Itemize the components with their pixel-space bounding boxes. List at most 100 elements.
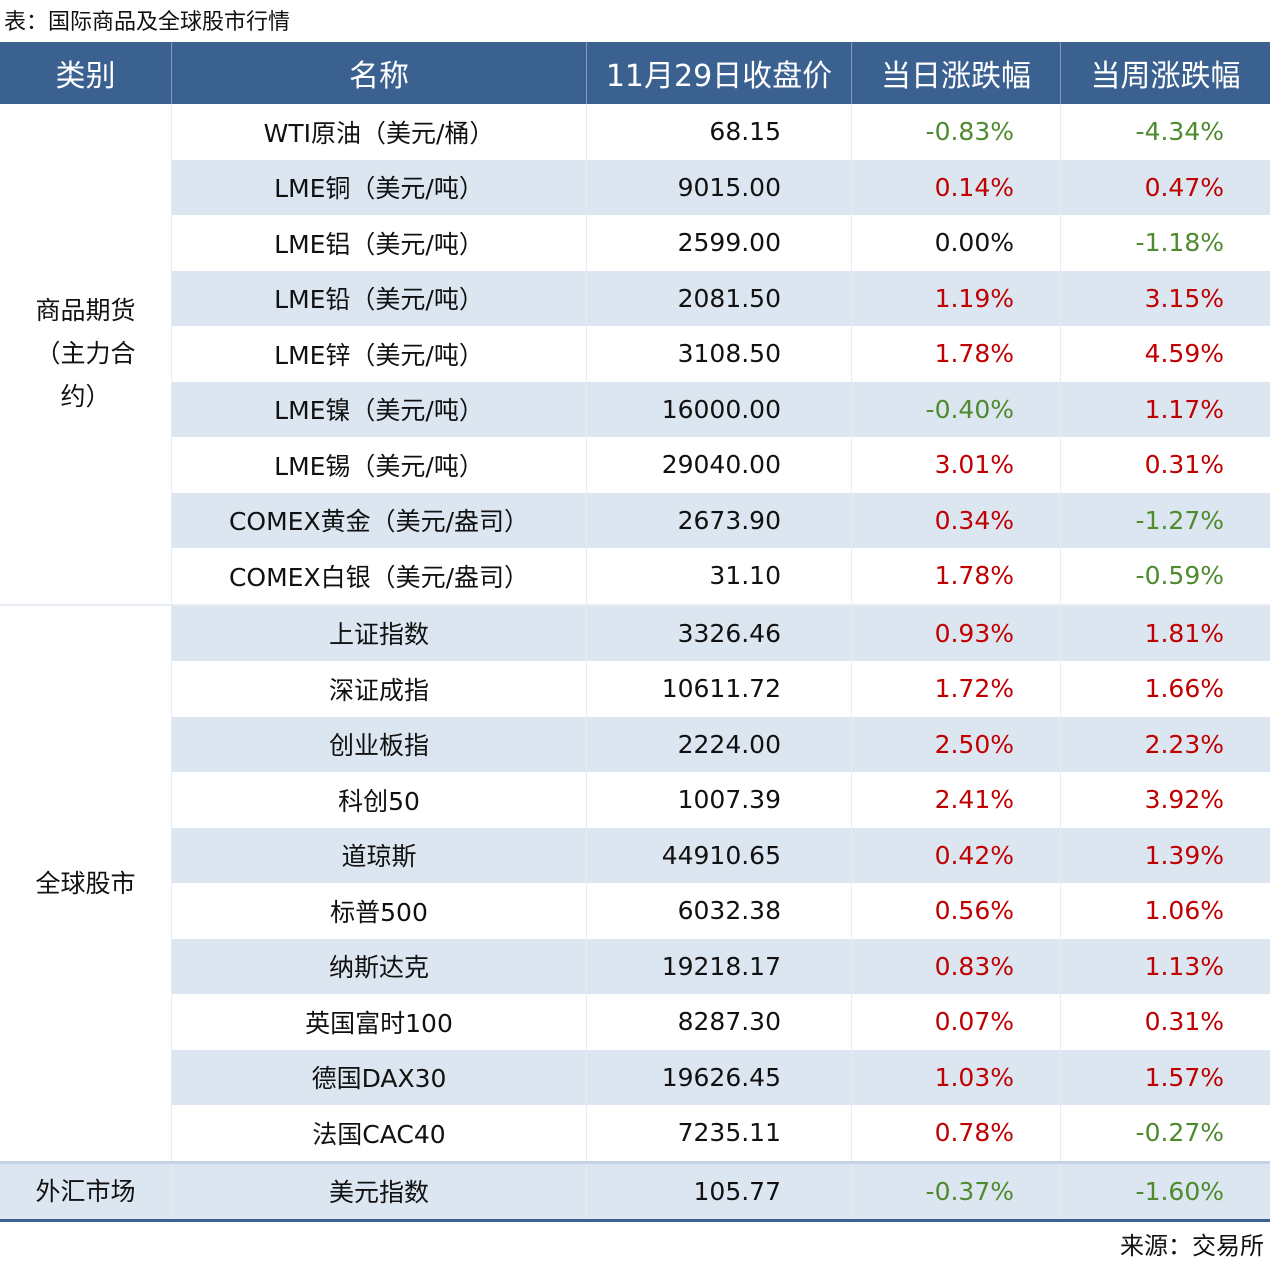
category-cell: 外汇市场: [0, 1163, 171, 1219]
value-cell: -0.83%: [851, 104, 1060, 160]
value-cell: 0.47%: [1060, 159, 1270, 215]
name-cell: LME铝（美元/吨）: [171, 215, 586, 271]
value-cell: 1.39%: [1060, 827, 1270, 883]
value-cell: -0.40%: [851, 381, 1060, 437]
value-cell: -4.34%: [1060, 104, 1270, 160]
value-cell: 0.07%: [851, 994, 1060, 1050]
row-bg: [171, 159, 1270, 215]
value-cell: 29040.00: [586, 437, 851, 493]
value-cell: -1.60%: [1060, 1163, 1270, 1219]
name-cell: 道琼斯: [171, 827, 586, 883]
name-cell: 上证指数: [171, 605, 586, 661]
value-cell: 1.17%: [1060, 381, 1270, 437]
name-cell: LME铜（美元/吨）: [171, 159, 586, 215]
header-bg: [0, 42, 1270, 104]
name-cell: LME锡（美元/吨）: [171, 437, 586, 493]
value-cell: 0.31%: [1060, 994, 1270, 1050]
value-cell: 3108.50: [586, 326, 851, 382]
value-cell: 0.34%: [851, 492, 1060, 548]
row-bg: [171, 1049, 1270, 1105]
value-cell: -1.18%: [1060, 215, 1270, 271]
name-cell: 纳斯达克: [171, 938, 586, 994]
value-cell: 2599.00: [586, 215, 851, 271]
value-cell: 1.57%: [1060, 1049, 1270, 1105]
header-cell: 类别: [55, 59, 116, 94]
name-cell: LME锌（美元/吨）: [171, 326, 586, 382]
value-cell: 2673.90: [586, 492, 851, 548]
value-cell: 16000.00: [586, 381, 851, 437]
value-cell: 6032.38: [586, 883, 851, 939]
bottom-rule: [0, 1219, 1270, 1222]
name-cell: LME镍（美元/吨）: [171, 381, 586, 437]
row-bg: [171, 1163, 1270, 1219]
name-cell: 深证成指: [171, 661, 586, 717]
value-cell: 1.19%: [851, 270, 1060, 326]
value-cell: 3.01%: [851, 437, 1060, 493]
value-cell: 1.81%: [1060, 605, 1270, 661]
row-bg: [171, 270, 1270, 326]
value-cell: 3.15%: [1060, 270, 1270, 326]
name-cell: 法国CAC40: [171, 1105, 586, 1161]
value-cell: 1007.39: [586, 772, 851, 828]
value-cell: 1.06%: [1060, 883, 1270, 939]
row-bg: [171, 938, 1270, 994]
group-divider: [0, 1160, 1270, 1164]
value-cell: 19218.17: [586, 938, 851, 994]
value-cell: 31.10: [586, 548, 851, 604]
name-cell: COMEX黄金（美元/盎司）: [171, 492, 586, 548]
row-bg: [171, 827, 1270, 883]
value-cell: 1.78%: [851, 548, 1060, 604]
value-cell: -1.27%: [1060, 492, 1270, 548]
name-cell: LME铅（美元/吨）: [171, 270, 586, 326]
name-cell: 美元指数: [171, 1163, 586, 1219]
name-cell: 创业板指: [171, 716, 586, 772]
row-bg: [171, 605, 1270, 661]
header-cell: 名称: [171, 42, 586, 104]
value-cell: 2081.50: [586, 270, 851, 326]
header-cell: 11月29日收盘价: [586, 42, 851, 104]
value-cell: -0.59%: [1060, 548, 1270, 604]
value-cell: 1.66%: [1060, 661, 1270, 717]
value-cell: 2.50%: [851, 716, 1060, 772]
value-cell: 3.92%: [1060, 772, 1270, 828]
row-bg: [171, 716, 1270, 772]
value-cell: 19626.45: [586, 1049, 851, 1105]
category-cell: 商品期货（主力合约）: [35, 296, 136, 412]
value-cell: 0.14%: [851, 159, 1060, 215]
table: 类别 名称 11月29日收盘价 当日涨跌幅 当周涨跌幅 WTI原油（美元/桶） 68.15-…: [0, 42, 1270, 1222]
value-cell: 0.42%: [851, 827, 1060, 883]
category-cell: 全球股市: [35, 868, 136, 898]
value-cell: 3326.46: [586, 605, 851, 661]
table-title: 表：国际商品及全球股市行情: [4, 10, 291, 35]
header-cell: 当周涨跌幅: [1060, 42, 1270, 104]
value-cell: 9015.00: [586, 159, 851, 215]
value-cell: 0.56%: [851, 883, 1060, 939]
value-cell: 1.03%: [851, 1049, 1060, 1105]
value-cell: 1.78%: [851, 326, 1060, 382]
row-bg: [171, 381, 1270, 437]
row-bg: [171, 492, 1270, 548]
name-cell: WTI原油（美元/桶）: [171, 104, 586, 160]
value-cell: 0.78%: [851, 1105, 1060, 1161]
value-cell: -0.37%: [851, 1163, 1060, 1219]
value-cell: 2.41%: [851, 772, 1060, 828]
source: 来源：交易所: [1120, 1231, 1264, 1260]
value-cell: 8287.30: [586, 994, 851, 1050]
value-cell: 2224.00: [586, 716, 851, 772]
value-cell: 7235.11: [586, 1105, 851, 1161]
value-cell: 1.13%: [1060, 938, 1270, 994]
value-cell: 2.23%: [1060, 716, 1270, 772]
value-cell: 0.00%: [851, 215, 1060, 271]
name-cell: 德国DAX30: [171, 1049, 586, 1105]
group-divider: [0, 603, 1270, 606]
name-cell: COMEX白银（美元/盎司）: [171, 548, 586, 604]
value-cell: 1.72%: [851, 661, 1060, 717]
header-cell: 当日涨跌幅: [851, 42, 1060, 104]
value-cell: 0.83%: [851, 938, 1060, 994]
value-cell: 4.59%: [1060, 326, 1270, 382]
value-cell: -0.27%: [1060, 1105, 1270, 1161]
value-cell: 0.93%: [851, 605, 1060, 661]
value-cell: 0.31%: [1060, 437, 1270, 493]
value-cell: 105.77: [586, 1163, 851, 1219]
